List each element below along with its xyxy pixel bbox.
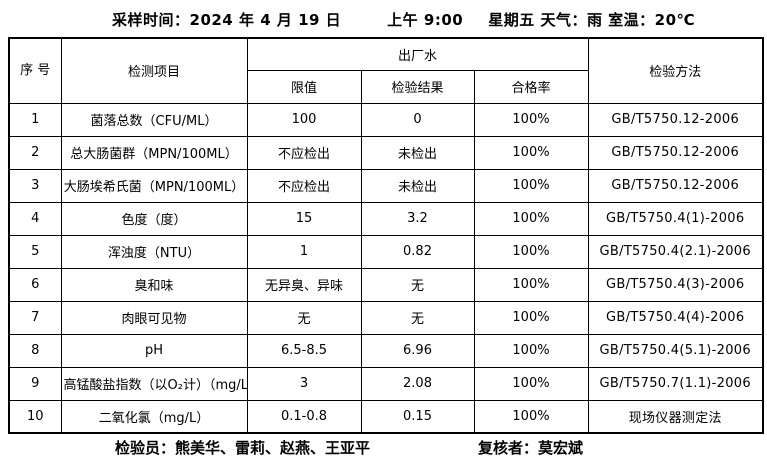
table-row: 7 肉眼可见物 无 无 100% GB/T5750.4(4)-2006 (8, 300, 764, 335)
col-header-limit: 限值 (246, 69, 362, 104)
table-row: 10 二氧化氯（mg/L） 0.1-0.8 0.15 100% 现场仪器测定法 (8, 399, 764, 434)
report-page: 采样时间：2024 年 4 月 19 日 上午 9:00 星期五 天气：雨 室温… (0, 9, 767, 460)
cell-result: 0 (360, 102, 475, 137)
cell-limit: 3 (246, 366, 362, 401)
table-row: 3 大肠埃希氏菌（MPN/100ML） 不应检出 未检出 100% GB/T57… (8, 168, 764, 203)
water-quality-table: 序 号 检测项目 出厂水 检验方法 限值 检验结果 合格率 1 菌落总数（CFU… (8, 37, 764, 434)
table-row: 6 臭和味 无异臭、异味 无 100% GB/T5750.4(3)-2006 (8, 267, 764, 302)
cell-method: GB/T5750.4(4)-2006 (587, 300, 764, 335)
cell-method: GB/T5750.4(2.1)-2006 (587, 234, 764, 269)
cell-seq: 3 (8, 168, 62, 203)
table-row: 4 色度（度） 15 3.2 100% GB/T5750.4(1)-2006 (8, 201, 764, 236)
reviewer-label: 复核者： (478, 439, 539, 457)
cell-method: GB/T5750.12-2006 (587, 135, 764, 170)
cell-method: GB/T5750.12-2006 (587, 168, 764, 203)
cell-limit: 无异臭、异味 (246, 267, 362, 302)
cell-pass-rate: 100% (473, 234, 589, 269)
col-header-result: 检验结果 (360, 69, 475, 104)
cell-result: 3.2 (360, 201, 475, 236)
table-row: 9 高锰酸盐指数（以O₂计）（mg/L） 3 2.08 100% GB/T575… (8, 366, 764, 401)
cell-method: 现场仪器测定法 (587, 399, 764, 434)
signature-line: 检验员：熊美华、雷莉、赵燕、王亚平 复核者：莫宏斌 (0, 434, 767, 458)
cell-item: 肉眼可见物 (60, 300, 248, 335)
col-header-pass-rate: 合格率 (473, 69, 589, 104)
inspectors-label: 检验员： (115, 439, 176, 457)
sample-clock-text: 上午 9:00 (387, 11, 464, 29)
cell-item: 高锰酸盐指数（以O₂计）（mg/L） (60, 366, 248, 401)
col-header-method: 检验方法 (587, 37, 764, 104)
cell-method: GB/T5750.7(1.1)-2006 (587, 366, 764, 401)
cell-method: GB/T5750.12-2006 (587, 102, 764, 137)
col-header-item: 检测项目 (60, 37, 248, 104)
cell-limit: 0.1-0.8 (246, 399, 362, 434)
cell-result: 2.08 (360, 366, 475, 401)
cell-seq: 2 (8, 135, 62, 170)
cell-result: 0.82 (360, 234, 475, 269)
cell-seq: 10 (8, 399, 62, 434)
table-row: 8 pH 6.5-8.5 6.96 100% GB/T5750.4(5.1)-2… (8, 333, 764, 368)
cell-method: GB/T5750.4(5.1)-2006 (587, 333, 764, 368)
cell-result: 未检出 (360, 135, 475, 170)
weekday-weather-text: 星期五 天气：雨 室温：20℃ (488, 11, 696, 29)
cell-item: pH (60, 333, 248, 368)
cell-seq: 8 (8, 333, 62, 368)
cell-result: 无 (360, 267, 475, 302)
cell-limit: 100 (246, 102, 362, 137)
cell-result: 6.96 (360, 333, 475, 368)
cell-result: 无 (360, 300, 475, 335)
cell-pass-rate: 100% (473, 201, 589, 236)
reviewer-name: 莫宏斌 (538, 439, 584, 457)
col-header-group-factory-water: 出厂水 (246, 37, 589, 71)
cell-seq: 4 (8, 201, 62, 236)
cell-result: 未检出 (360, 168, 475, 203)
cell-item: 菌落总数（CFU/ML） (60, 102, 248, 137)
cell-pass-rate: 100% (473, 333, 589, 368)
cell-item: 总大肠菌群（MPN/100ML） (60, 135, 248, 170)
cell-method: GB/T5750.4(3)-2006 (587, 267, 764, 302)
cell-item: 大肠埃希氏菌（MPN/100ML） (60, 168, 248, 203)
cell-seq: 6 (8, 267, 62, 302)
cell-limit: 无 (246, 300, 362, 335)
cell-pass-rate: 100% (473, 399, 589, 434)
cell-seq: 5 (8, 234, 62, 269)
cell-result: 0.15 (360, 399, 475, 434)
cell-limit: 1 (246, 234, 362, 269)
cell-pass-rate: 100% (473, 135, 589, 170)
cell-pass-rate: 100% (473, 267, 589, 302)
cell-pass-rate: 100% (473, 102, 589, 137)
cell-seq: 9 (8, 366, 62, 401)
table-header-row-2: 限值 检验结果 合格率 (9, 69, 763, 104)
cell-limit: 6.5-8.5 (246, 333, 362, 368)
col-header-seq: 序 号 (8, 37, 62, 104)
cell-method: GB/T5750.4(1)-2006 (587, 201, 764, 236)
cell-seq: 1 (8, 102, 62, 137)
cell-seq: 7 (8, 300, 62, 335)
table-header-row-1: 序 号 检测项目 出厂水 检验方法 (8, 37, 764, 104)
sample-info-line: 采样时间：2024 年 4 月 19 日 上午 9:00 星期五 天气：雨 室温… (112, 9, 767, 30)
cell-limit: 15 (246, 201, 362, 236)
inspectors-text: 检验员：熊美华、雷莉、赵燕、王亚平 (115, 437, 370, 458)
inspectors-names: 熊美华、雷莉、赵燕、王亚平 (175, 439, 371, 457)
sample-time-text: 采样时间：2024 年 4 月 19 日 (112, 11, 342, 29)
cell-limit: 不应检出 (246, 168, 362, 203)
cell-limit: 不应检出 (246, 135, 362, 170)
cell-pass-rate: 100% (473, 300, 589, 335)
cell-item: 臭和味 (60, 267, 248, 302)
table-row: 2 总大肠菌群（MPN/100ML） 不应检出 未检出 100% GB/T575… (8, 135, 764, 170)
table-row: 5 浑浊度（NTU） 1 0.82 100% GB/T5750.4(2.1)-2… (8, 234, 764, 269)
cell-item: 色度（度） (60, 201, 248, 236)
cell-pass-rate: 100% (473, 366, 589, 401)
table-row: 1 菌落总数（CFU/ML） 100 0 100% GB/T5750.12-20… (8, 102, 764, 137)
cell-item: 浑浊度（NTU） (60, 234, 248, 269)
cell-item: 二氧化氯（mg/L） (60, 399, 248, 434)
cell-pass-rate: 100% (473, 168, 589, 203)
reviewer-text: 复核者：莫宏斌 (478, 437, 583, 458)
